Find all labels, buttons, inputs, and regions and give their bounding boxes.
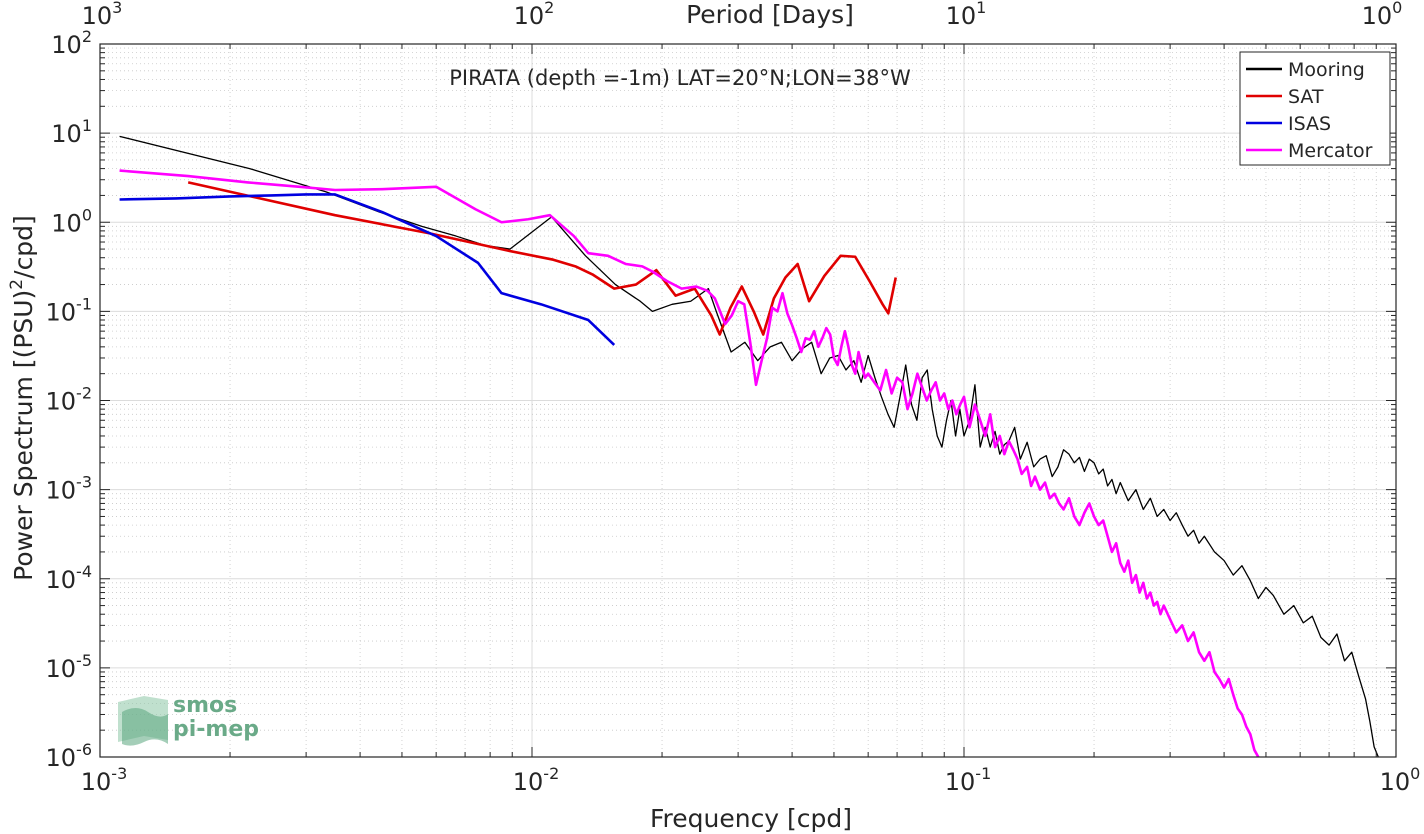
- x-tick-label: 100: [1380, 764, 1421, 796]
- y-tick-label: 10-3: [46, 473, 93, 505]
- tick-base: 10: [46, 744, 77, 772]
- x-tick-label: 10-3: [81, 764, 128, 796]
- logo-text-line2: pi-mep: [173, 717, 259, 742]
- tick-base: 10: [1380, 768, 1411, 796]
- tick-exponent: 0: [82, 205, 92, 224]
- top-tick-label: 102: [514, 0, 555, 30]
- top-axis-label: Period [Days]: [686, 0, 854, 29]
- tick-exponent: -2: [543, 764, 559, 783]
- tick-base: 10: [51, 120, 82, 148]
- tick-base: 10: [82, 2, 113, 30]
- tick-base: 10: [51, 31, 82, 59]
- tick-base: 10: [513, 768, 544, 796]
- tick-base: 10: [81, 768, 112, 796]
- series-line-sat: [187, 181, 898, 336]
- grid: [100, 44, 1396, 757]
- tick-base: 10: [46, 298, 77, 326]
- tick-base: 10: [46, 655, 77, 683]
- tick-exponent: 1: [976, 0, 986, 17]
- tick-exponent: 0: [1392, 0, 1402, 17]
- tick-exponent: 0: [1410, 764, 1420, 783]
- y-tick-label: 102: [51, 27, 92, 59]
- y-tick-label: 101: [51, 116, 92, 148]
- x-axis-label: Frequency [cpd]: [650, 804, 852, 833]
- legend-label-sat: SAT: [1288, 86, 1324, 108]
- y-tick-label: 100: [51, 205, 92, 237]
- tick-base: 10: [514, 2, 545, 30]
- tick-exponent: -1: [975, 764, 991, 783]
- y-axis-label-exp: 2: [7, 279, 27, 290]
- axes: [99, 43, 1397, 758]
- y-axis-label: Power Spectrum [(PSU)2/cpd]: [7, 215, 38, 581]
- tick-exponent: -3: [111, 764, 127, 783]
- tick-base: 10: [46, 388, 77, 416]
- y-axis-label-tail: /cpd]: [9, 215, 38, 279]
- chart-title: PIRATA (depth =-1m) LAT=20°N;LON=38°W: [449, 66, 911, 90]
- tick-exponent: 2: [82, 27, 92, 46]
- tick-exponent: 3: [112, 0, 122, 17]
- tick-base: 10: [945, 768, 976, 796]
- tick-base: 10: [946, 2, 977, 30]
- tick-exponent: -5: [76, 651, 92, 670]
- tick-exponent: 1: [82, 116, 92, 135]
- tick-base: 10: [1362, 2, 1393, 30]
- logo-text-line1: smos: [173, 693, 237, 718]
- series-group: [119, 135, 1379, 757]
- y-tick-label: 10-1: [46, 294, 93, 326]
- x-tick-label: 10-1: [945, 764, 992, 796]
- tick-base: 10: [51, 209, 82, 237]
- y-tick-label: 10-5: [46, 651, 93, 683]
- legend-label-mercator: Mercator: [1288, 140, 1373, 162]
- top-tick-label: 103: [82, 0, 123, 30]
- tick-exponent: -1: [76, 294, 92, 313]
- logo-wave-icon-2: [122, 708, 168, 746]
- y-tick-label: 10-6: [46, 740, 93, 772]
- tick-exponent: 2: [544, 0, 554, 17]
- tick-labels: 10-3 10-2 10-1 10010-610-510-410-310-210-11…: [46, 0, 1421, 796]
- legend-box: [1239, 51, 1391, 166]
- tick-base: 10: [46, 566, 77, 594]
- legend: Mooring SAT ISAS Mercator: [1239, 51, 1391, 166]
- legend-label-mooring: Mooring: [1288, 59, 1365, 81]
- x-tick-label: 10-2: [513, 764, 560, 796]
- series-line-mooring: [119, 135, 1379, 757]
- top-tick-label: 100: [1362, 0, 1403, 30]
- tick-exponent: -4: [76, 562, 92, 581]
- tick-exponent: -3: [76, 473, 92, 492]
- y-axis-label-main: Power Spectrum [(PSU): [9, 290, 38, 581]
- tick-exponent: -2: [76, 384, 92, 403]
- tick-exponent: -6: [76, 740, 92, 759]
- legend-label-isas: ISAS: [1288, 113, 1331, 135]
- series-line-isas: [119, 193, 616, 346]
- top-tick-label: 101: [946, 0, 987, 30]
- y-tick-label: 10-2: [46, 384, 93, 416]
- y-tick-label: 10-4: [46, 562, 93, 594]
- tick-base: 10: [46, 477, 77, 505]
- series-line-mercator: [119, 169, 1260, 757]
- smos-pi-mep-logo: smos pi-mep: [118, 693, 259, 746]
